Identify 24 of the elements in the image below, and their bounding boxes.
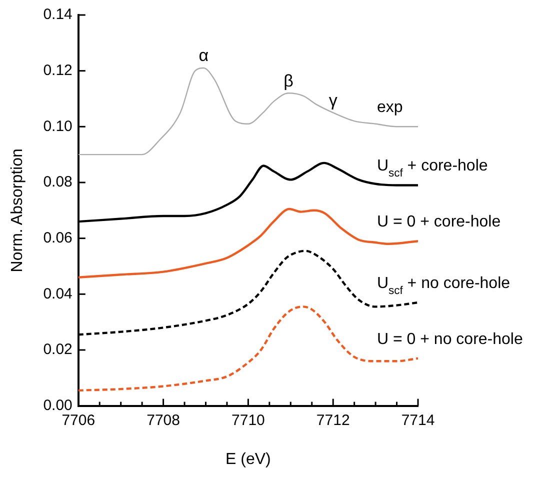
y-tick-label: 0.14 xyxy=(43,6,72,24)
x-tick-label: 7714 xyxy=(401,412,435,429)
y-tick-label: 0.00 xyxy=(43,396,72,414)
x-tick-label: 7710 xyxy=(232,412,265,429)
y-tick-label: 0.08 xyxy=(43,174,72,191)
series-label: exp xyxy=(377,99,403,116)
line-series xyxy=(78,67,418,156)
y-tick-label: 0.06 xyxy=(43,229,72,246)
series-label: U = 0 + core-hole xyxy=(377,214,501,231)
annotation: β xyxy=(284,71,294,90)
y-tick-label: 0.12 xyxy=(43,62,72,79)
annotation: γ xyxy=(328,90,338,110)
line-series xyxy=(78,306,418,392)
x-tick-label: 7706 xyxy=(62,412,96,429)
line-series xyxy=(78,208,418,278)
y-tick-label: 0.10 xyxy=(43,118,72,135)
x-tick-label: 7708 xyxy=(146,412,180,429)
y-axis-title: Norm. Absorption xyxy=(9,148,26,272)
series-label: U = 0 + no core-hole xyxy=(377,330,523,348)
y-tick-label: 0.04 xyxy=(43,285,72,302)
x-tick-label: 7712 xyxy=(316,412,350,429)
y-tick-label: 0.02 xyxy=(43,341,72,358)
x-axis-title: E (eV) xyxy=(226,450,271,468)
annotation: α xyxy=(198,46,209,66)
